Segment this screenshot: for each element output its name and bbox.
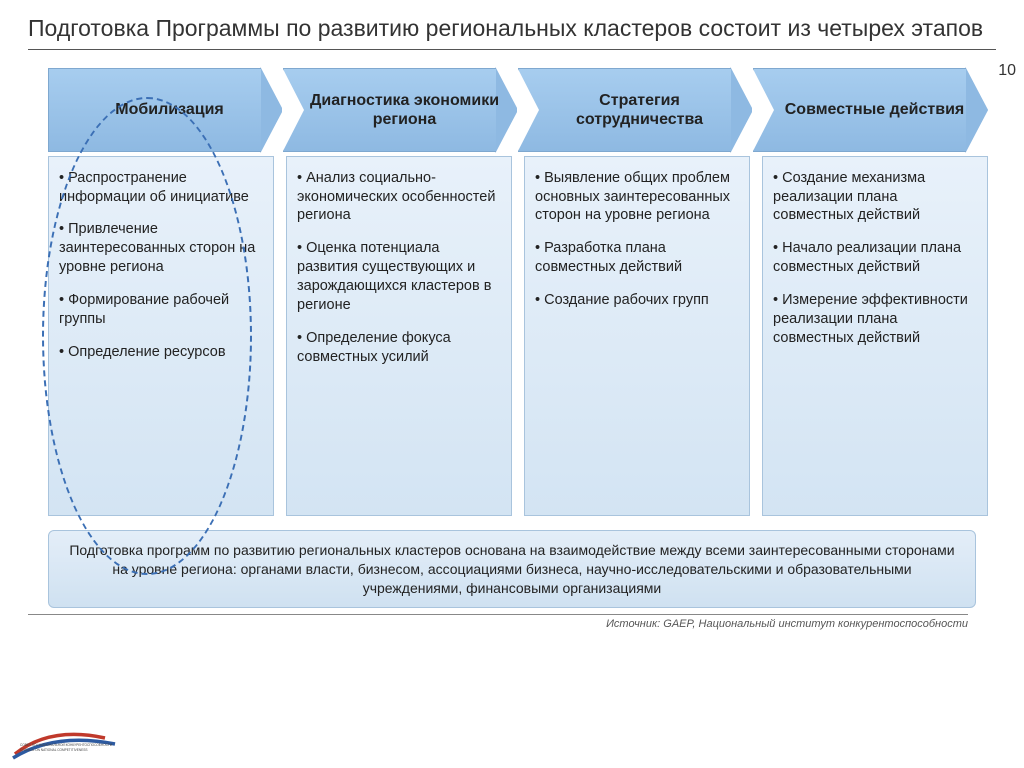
logo-text-bottom: COUNCIL ON NATIONAL COMPETITIVENESS — [20, 748, 88, 752]
stage-arrow-label: Диагностика экономики региона — [283, 91, 518, 129]
bullet-item: • Привлечение заинтересованных сторон на… — [59, 220, 263, 277]
footer-logo: СОВЕТ ПО НАЦИОНАЛЬНОЙ КОНКУРЕНТОСПОСОБНО… — [10, 724, 150, 764]
bullet-item: • Оценка потенциала развития существующи… — [297, 239, 501, 314]
title-underline — [28, 49, 996, 50]
bullet-item: • Разработка плана совместных действий — [535, 239, 739, 277]
source-citation: Источник: GAEP, Национальный институт ко… — [28, 614, 968, 630]
bullet-item: • Определение фокуса совместных усилий — [297, 329, 501, 367]
bullet-item: • Распространение информации об инициати… — [59, 169, 263, 207]
stage-box-0: • Распространение информации об инициати… — [48, 156, 274, 516]
bullet-item: • Выявление общих проблем основных заинт… — [535, 169, 739, 226]
bullet-item: • Начало реализации плана совместных дей… — [773, 239, 977, 277]
stages-arrows-row: Мобилизация Диагностика экономики региона… — [48, 68, 988, 152]
bullet-item: • Определение ресурсов — [59, 343, 263, 362]
stage-arrow-label: Стратегия сотрудничества — [518, 91, 753, 129]
bullet-item: • Анализ социально-экономических особенн… — [297, 169, 501, 226]
stage-arrow-label: Совместные действия — [767, 100, 975, 119]
stage-arrow-2: Стратегия сотрудничества — [518, 68, 753, 152]
stages-boxes-row: • Распространение информации об инициати… — [48, 156, 988, 516]
stage-arrow-label: Мобилизация — [97, 100, 233, 119]
bullet-item: • Формирование рабочей группы — [59, 291, 263, 329]
footer-summary-box: Подготовка программ по развитию регионал… — [48, 530, 976, 609]
stage-arrow-3: Совместные действия — [753, 68, 988, 152]
bullet-item: • Измерение эффективности реализации пла… — [773, 291, 977, 348]
bullet-item: • Создание механизма реализации плана со… — [773, 169, 977, 226]
stage-arrow-0: Мобилизация — [48, 68, 283, 152]
stage-arrow-1: Диагностика экономики региона — [283, 68, 518, 152]
page-number: 10 — [998, 62, 1016, 80]
bullet-item: • Создание рабочих групп — [535, 291, 739, 310]
slide-title: Подготовка Программы по развитию региона… — [28, 14, 996, 43]
stage-box-1: • Анализ социально-экономических особенн… — [286, 156, 512, 516]
stage-box-3: • Создание механизма реализации плана со… — [762, 156, 988, 516]
stage-box-2: • Выявление общих проблем основных заинт… — [524, 156, 750, 516]
logo-text-top: СОВЕТ ПО НАЦИОНАЛЬНОЙ КОНКУРЕНТОСПОСОБНО… — [20, 743, 113, 747]
